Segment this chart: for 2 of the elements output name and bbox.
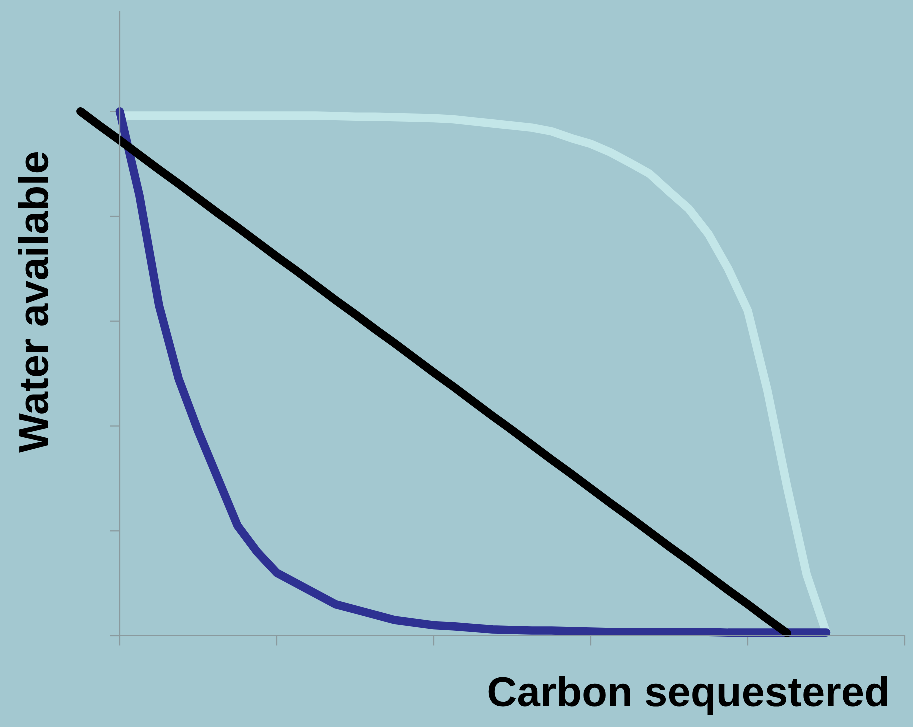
y-axis-title: Water available [18,152,49,453]
x-axis-title: Carbon sequestered [488,676,888,715]
